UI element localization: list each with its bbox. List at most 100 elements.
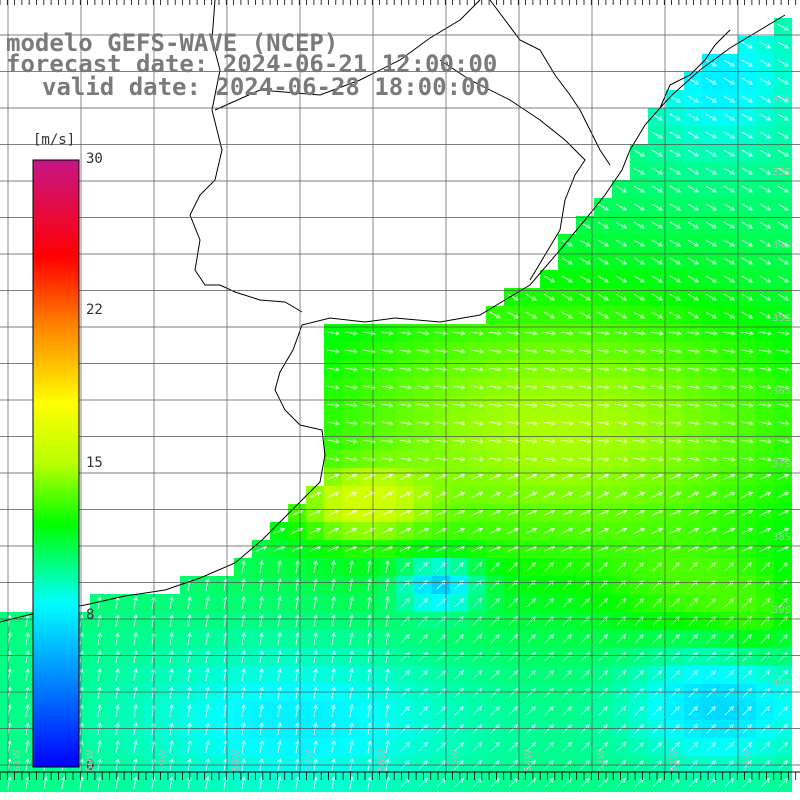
wind-arrow [705,257,717,265]
wind-arrow [418,670,428,680]
wind-arrow [759,385,772,390]
wind-arrow [651,349,664,354]
wind-arrow [345,473,358,480]
wind-arrow [633,527,646,534]
wind-arrow [741,203,753,211]
wind-arrow [453,403,466,408]
wind-arrow [778,742,788,752]
wind-arrow [169,722,174,735]
wind-arrow [615,257,627,265]
wind-arrow [688,778,698,788]
wind-arrow [367,686,372,699]
wind-arrow [706,688,716,698]
wind-arrow [349,614,354,627]
wind-arrow [331,560,336,573]
wind-arrow [723,457,736,462]
wind-arrow [241,560,246,573]
wind-arrow [471,509,484,516]
wind-arrow [580,670,590,680]
wind-arrow [385,722,390,735]
wind-arrow [705,239,717,247]
wind-arrow [313,668,318,681]
wind-arrow [345,457,358,462]
wind-arrow [561,311,573,319]
wind-arrow [634,670,644,680]
wind-arrow [651,439,664,444]
wind-arrow [670,598,680,608]
wind-arrow [633,491,646,498]
wind-arrow [651,509,664,516]
wind-arrow [205,614,210,627]
wind-arrows [7,23,790,789]
wind-arrow [435,473,448,480]
lat-label: 34S [772,240,792,251]
wind-arrow [507,527,520,534]
wind-arrow [742,562,752,572]
wind-arrow [526,670,536,680]
wind-arrow [597,203,609,211]
wind-arrow [561,491,574,498]
wind-arrow [544,778,554,788]
wind-arrow [615,293,627,301]
wind-arrow [436,706,446,716]
wind-arrow [579,239,591,247]
wind-arrow [777,403,790,408]
wind-arrow [381,403,394,408]
wind-arrow [241,650,246,663]
wind-arrow [705,311,717,319]
lon-label: 51W [742,749,753,772]
wind-arrow [616,706,626,716]
wind-arrow [259,614,264,627]
wind-arrow [169,740,174,753]
wind-arrow [295,560,300,573]
wind-arrow [313,776,318,789]
wind-arrow [778,598,788,608]
wind-arrow [562,562,572,572]
wind-arrow [705,331,718,336]
wind-arrow [687,221,699,229]
wind-arrow [651,331,664,336]
wind-arrow [760,562,770,572]
wind-arrow [97,668,102,681]
wind-arrow [313,740,318,753]
lon-label: 57W [304,749,315,772]
wind-arrow [615,473,628,480]
wind-arrow [724,688,734,698]
lat-label: 40S [772,678,792,689]
wind-arrow [724,670,734,680]
wind-arrow [543,491,556,498]
wind-arrow [598,742,608,752]
wind-arrow [724,706,734,716]
wind-arrow [418,562,428,572]
wind-arrow [579,275,591,283]
wind-arrow [472,778,482,788]
wind-arrow [598,598,608,608]
wind-arrow [400,598,410,608]
wind-arrow [385,686,390,699]
wind-arrow [669,185,681,193]
wind-arrow [417,403,430,408]
wind-arrow [759,59,771,67]
wind-arrow [490,670,500,680]
wind-arrow [169,668,174,681]
wind-arrow [259,578,264,591]
wind-arrow [525,439,538,444]
wind-arrow [652,724,662,734]
wind-arrow [723,149,735,157]
lon-label: 52W [669,749,680,772]
wind-arrow [759,41,771,49]
wind-arrow [345,527,358,534]
wind-arrow [633,203,645,211]
colorbar-tick-22: 22 [86,302,103,318]
wind-arrow [169,614,174,627]
wind-arrow [723,95,735,103]
wind-arrow [688,562,698,572]
wind-arrow [489,509,502,516]
wind-arrow [471,439,484,444]
wind-arrow [723,59,735,67]
wind-arrow [385,776,390,789]
wind-arrow [615,239,627,247]
wind-arrow [525,473,538,480]
wind-arrow [778,688,788,698]
wind-arrow [741,221,753,229]
